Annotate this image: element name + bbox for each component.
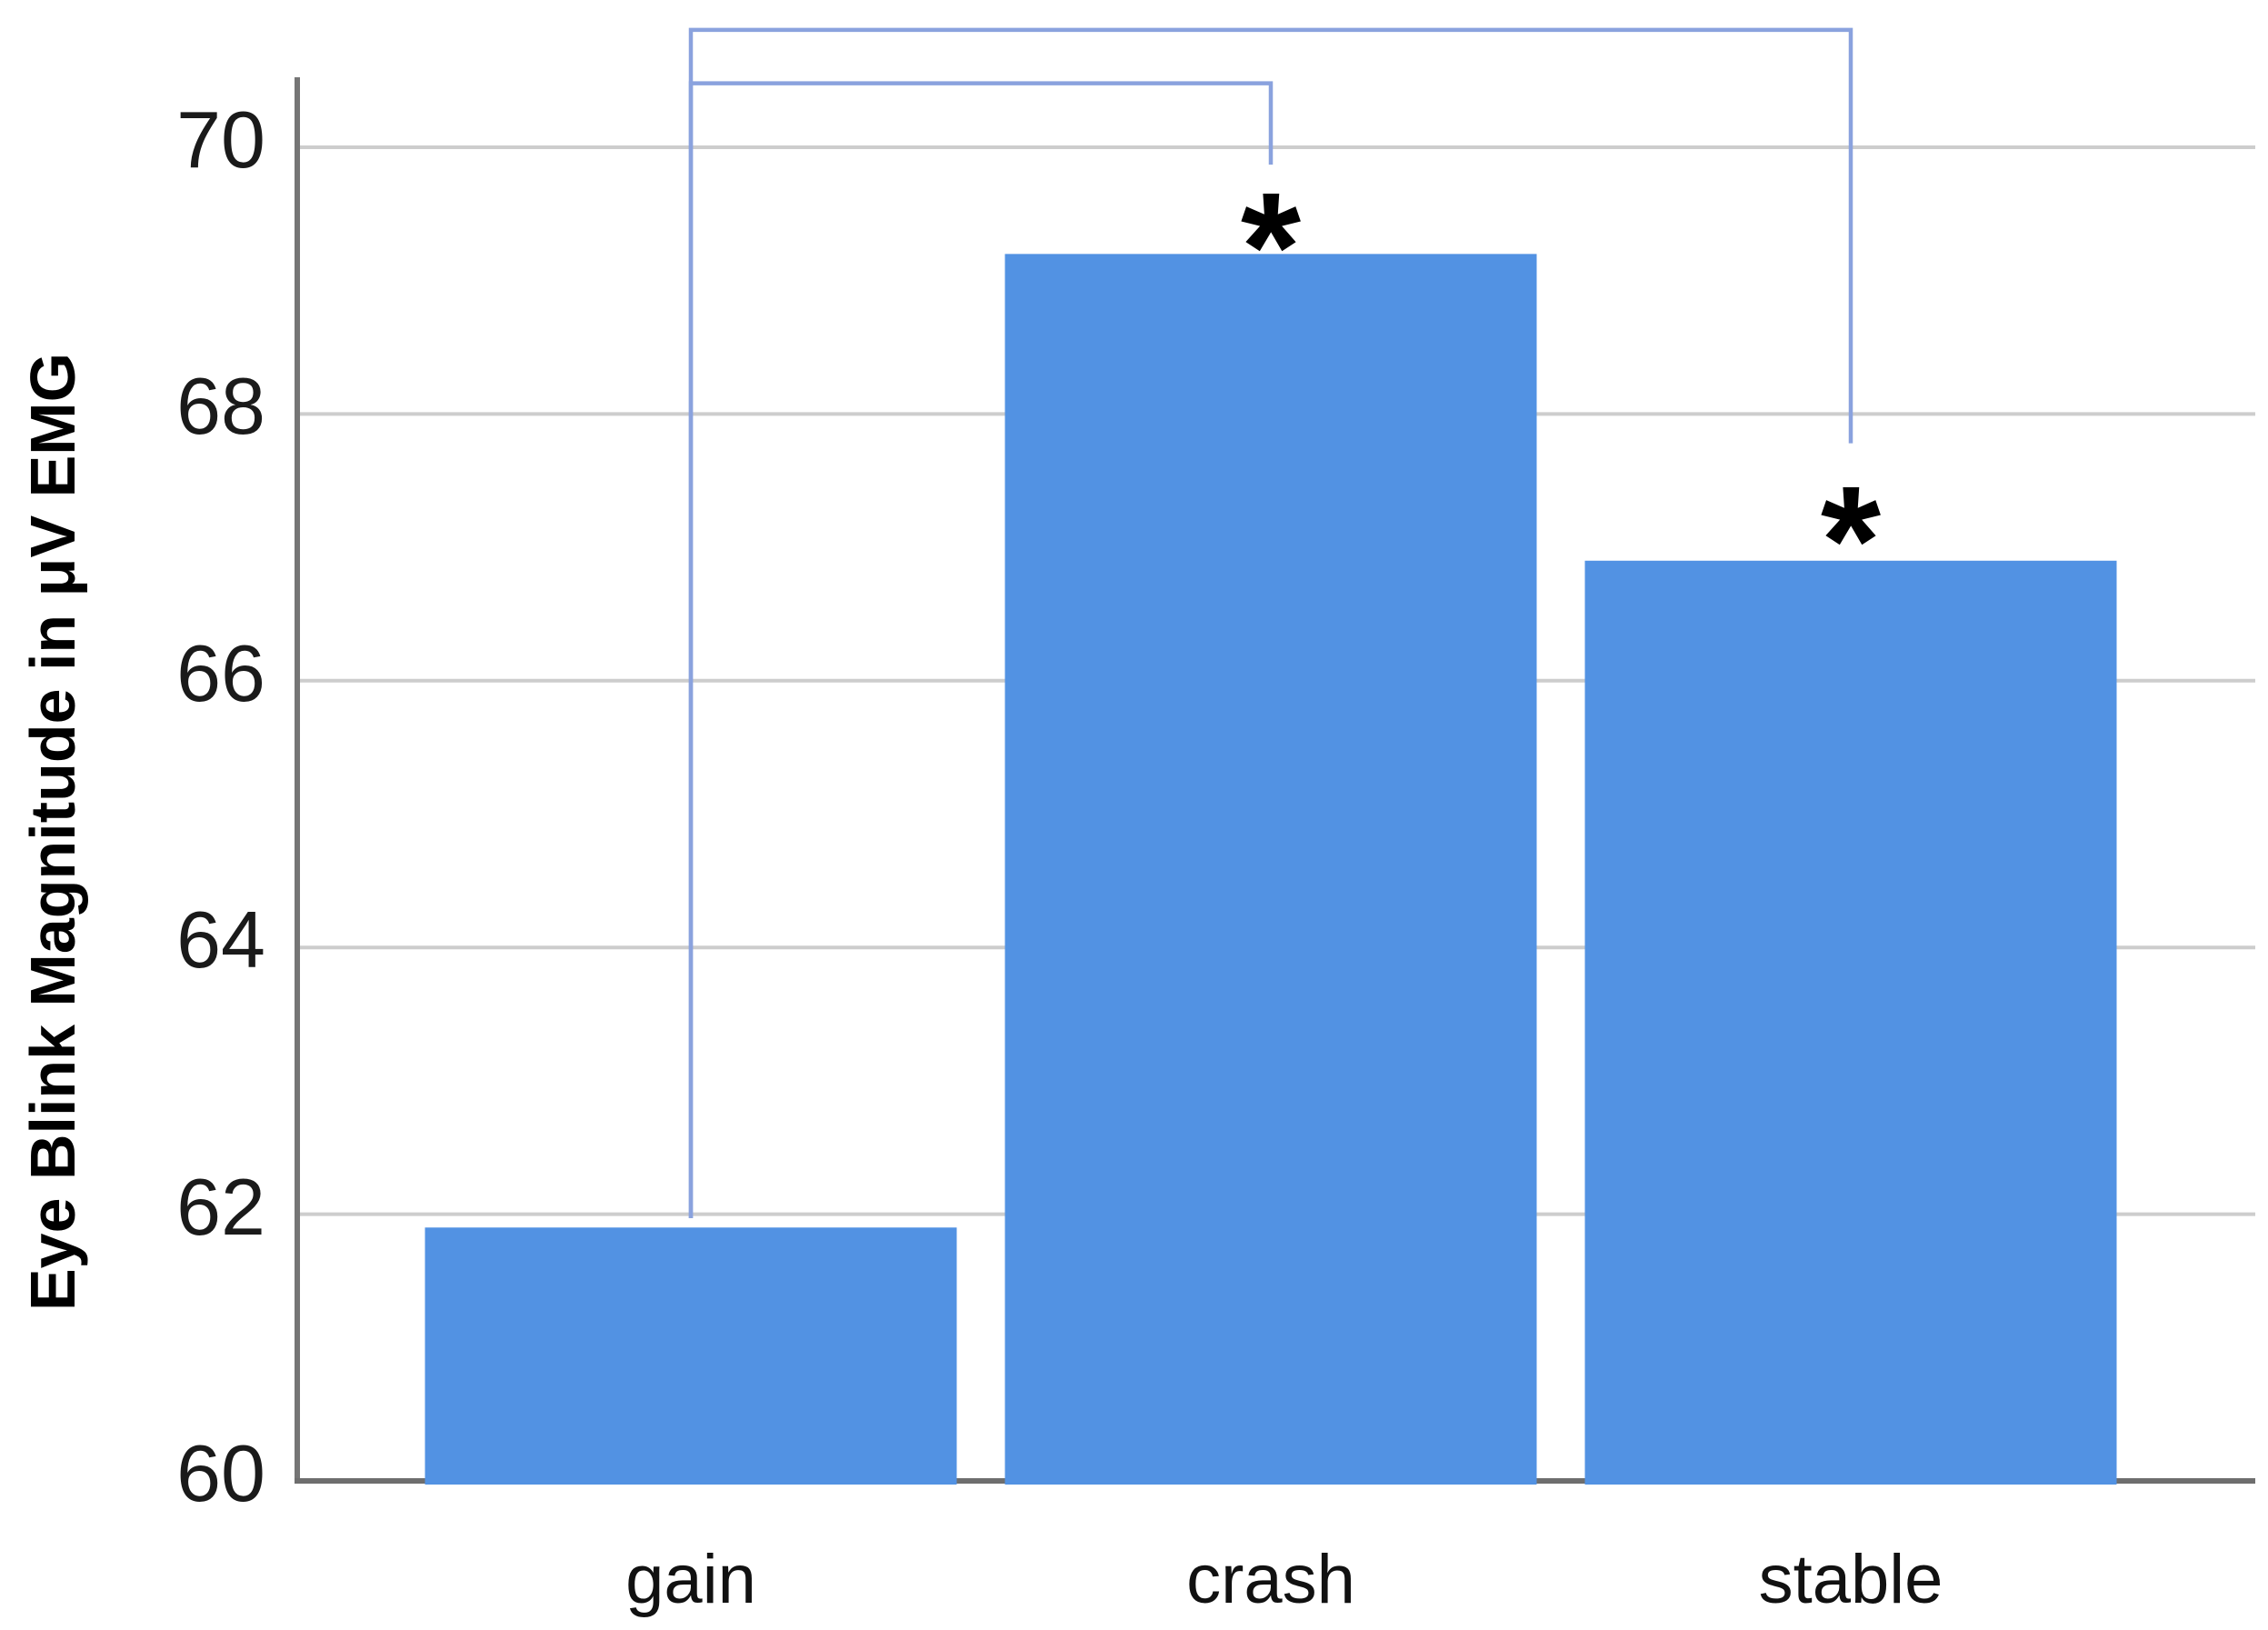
significance-bracket-gain-crash [688, 81, 1274, 1219]
bar-gain [425, 1227, 957, 1485]
y-tick-label-62: 62 [176, 1161, 265, 1252]
significance-asterisk-crash: * [1240, 161, 1302, 335]
x-category-label-stable: stable [1758, 1541, 1943, 1618]
y-tick-label-68: 68 [176, 361, 265, 452]
bar-crash [1004, 254, 1537, 1485]
y-tick-label-60: 60 [176, 1428, 265, 1518]
y-tick-label-66: 66 [176, 627, 265, 718]
significance-asterisk-stable: * [1820, 455, 1882, 628]
x-category-label-gain: gain [625, 1541, 756, 1618]
x-category-label-crash: crash [1186, 1541, 1355, 1618]
y-tick-label-70: 70 [176, 95, 265, 185]
y-tick-label-64: 64 [176, 895, 265, 985]
bar-stable [1584, 560, 2117, 1485]
